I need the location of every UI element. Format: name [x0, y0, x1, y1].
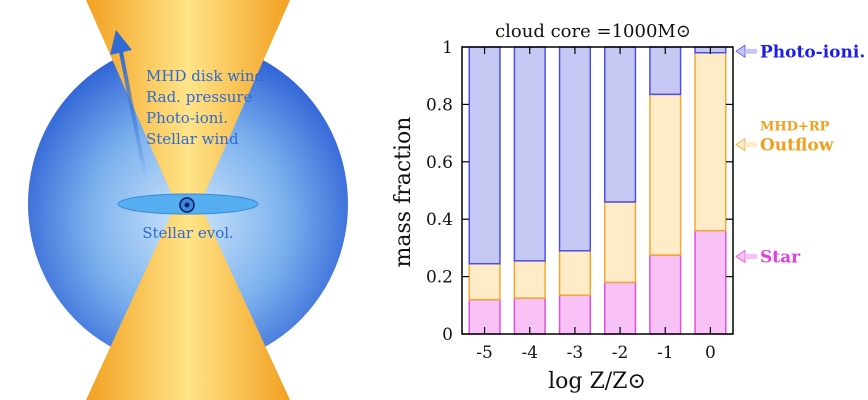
y-tick-label: 0.8 [426, 95, 453, 115]
annotation-arrow-shaft [745, 254, 757, 260]
annotation-arrow-icon [735, 137, 746, 152]
y-tick-label: 1 [442, 38, 453, 58]
mechanism-labels: MHD disk wind Rad. pressure Photo-ioni. Ste… [146, 67, 264, 148]
y-tick-label: 0.6 [426, 153, 453, 173]
y-tick-label: 0.4 [426, 210, 453, 230]
annotation-label: Photo-ioni. [760, 42, 865, 62]
x-tick-label: -5 [476, 343, 493, 363]
bar-outflow [468, 262, 501, 301]
y-tick-label: 0.2 [426, 268, 453, 288]
x-tick-label: -3 [567, 343, 584, 363]
bar-outflow [694, 51, 727, 232]
annotation-arrow-icon [735, 44, 746, 59]
protostar-diagram: MHD disk wind Rad. pressure Photo-ioni. Ste… [28, 0, 348, 400]
x-tick-label: -4 [521, 343, 538, 363]
bar-star [649, 254, 682, 335]
outflow-arrow-shaft [119, 51, 148, 181]
annotation-label: Outflow [760, 136, 834, 156]
annotation-label: Star [760, 248, 801, 268]
mechanism-label: MHD disk wind [146, 67, 264, 85]
annotation-arrow-shaft [745, 48, 757, 54]
bars [468, 46, 727, 335]
chart-title: cloud core =1000M⊙ [495, 21, 691, 42]
annotation-arrow-icon [735, 249, 746, 264]
bar-photo [513, 46, 546, 262]
bar-outflow [649, 93, 682, 256]
annotation-label: MHD+RP [760, 120, 830, 135]
axis-ticks: 0 0.2 0.4 0.6 0.8 1 -5 -4 -3 -2 -1 0 [426, 38, 733, 363]
bar-photo [558, 46, 592, 252]
bar-star [694, 229, 727, 335]
x-tick-label: -2 [612, 343, 629, 363]
bar-outflow [513, 260, 546, 299]
bar-photo [603, 46, 637, 203]
bar-outflow [558, 250, 592, 297]
bar-photo [649, 46, 682, 96]
bar-outflow [603, 201, 637, 284]
y-tick-label: 0 [442, 325, 453, 345]
mechanism-label: Photo-ioni. [146, 109, 228, 127]
mechanism-label: Stellar wind [146, 130, 239, 148]
x-tick-label: 0 [705, 343, 716, 363]
protostar-core [184, 202, 190, 208]
y-axis-label: mass fraction [391, 117, 416, 268]
bar-star [603, 281, 637, 335]
mass-fraction-chart: cloud core =1000M⊙ mass fraction log Z/Z… [391, 21, 865, 394]
x-tick-label: -1 [657, 343, 674, 363]
disk-label: Stellar evol. [142, 224, 234, 242]
annotation-arrow-shaft [745, 142, 757, 148]
mechanism-label: Rad. pressure [146, 88, 253, 106]
bar-photo [468, 46, 501, 265]
x-axis-label: log Z/Z⊙ [548, 369, 646, 394]
plot-frame [461, 46, 734, 335]
outflow-arrow-head-icon [110, 30, 132, 55]
